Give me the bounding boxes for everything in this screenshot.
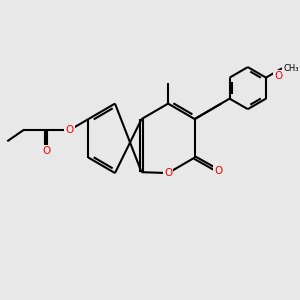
Text: O: O xyxy=(214,166,222,176)
Text: O: O xyxy=(274,71,282,81)
Text: O: O xyxy=(65,125,74,135)
Text: O: O xyxy=(164,168,172,178)
Text: CH₃: CH₃ xyxy=(284,64,299,73)
Text: O: O xyxy=(42,146,50,156)
